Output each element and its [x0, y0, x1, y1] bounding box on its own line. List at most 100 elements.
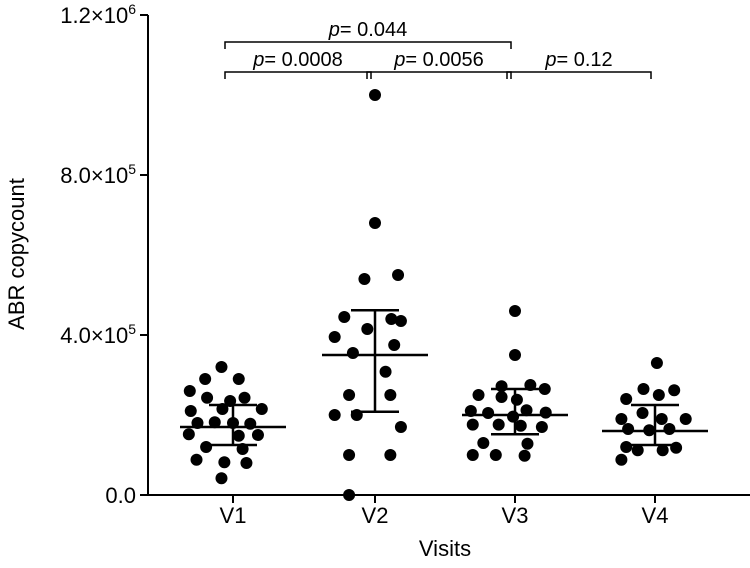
data-point	[346, 347, 359, 359]
data-point	[190, 453, 203, 466]
data-point	[251, 429, 264, 441]
x-tick-label: V2	[362, 503, 389, 528]
data-point	[232, 429, 245, 442]
data-point	[472, 389, 485, 401]
data-point	[208, 416, 221, 429]
data-point	[394, 315, 407, 327]
y-tick-label: 8.0×105	[60, 161, 136, 188]
y-tick-label: 0.0	[105, 483, 136, 508]
data-point	[328, 331, 341, 343]
data-point	[201, 391, 214, 404]
bracket-line	[506, 71, 652, 79]
data-point	[183, 385, 196, 397]
significance-bracket: p= 0.0008	[224, 49, 372, 79]
data-point	[521, 437, 534, 450]
significance-brackets: p= 0.0008 p= 0.0056 p= 0.12 p= 0.044	[224, 19, 652, 79]
p-value-label: p= 0.0008	[252, 49, 343, 71]
data-point	[394, 421, 407, 433]
data-point	[510, 393, 523, 406]
significance-bracket: p= 0.044	[224, 19, 512, 49]
data-point	[539, 406, 552, 419]
x-tick-label: V1	[220, 503, 247, 528]
data-point	[509, 305, 521, 317]
data-point	[509, 349, 521, 361]
data-point	[240, 457, 253, 469]
bracket-line	[366, 71, 512, 79]
y-tick-label: 1.2×106	[60, 1, 136, 28]
data-point	[631, 444, 644, 457]
data-point	[652, 389, 665, 401]
data-point	[655, 413, 668, 425]
data-point	[482, 407, 495, 419]
data-point	[495, 391, 508, 403]
data-point	[358, 273, 371, 285]
data-point	[238, 391, 251, 404]
data-point	[668, 384, 681, 397]
data-point	[514, 419, 527, 432]
data-point	[182, 428, 195, 441]
data-point	[232, 373, 245, 385]
x-tick-label: V4	[642, 503, 669, 528]
data-point	[392, 269, 405, 281]
data-point	[384, 389, 397, 401]
data-point	[520, 404, 533, 417]
data-point	[518, 449, 531, 462]
data-point	[670, 441, 683, 454]
data-point	[361, 323, 374, 335]
data-point	[384, 449, 397, 461]
data-point	[650, 357, 663, 369]
data-points	[182, 89, 692, 501]
data-point	[466, 449, 479, 461]
data-point	[615, 413, 628, 425]
data-point	[218, 456, 231, 469]
data-point	[215, 472, 228, 485]
data-point	[492, 418, 505, 431]
summary-bars	[180, 308, 708, 447]
data-point	[388, 339, 401, 351]
x-axis-title: Visits	[419, 536, 471, 561]
data-point	[622, 423, 635, 435]
data-point	[338, 311, 351, 323]
axes: 0.0 4.0×105 8.0×105 1.2×106 V1 V2 V3 V4	[60, 1, 750, 528]
data-point	[343, 389, 356, 401]
data-point	[636, 407, 649, 419]
data-point	[343, 489, 356, 501]
data-point	[507, 410, 520, 423]
significance-bracket: p= 0.0056	[366, 49, 512, 79]
data-point	[199, 373, 212, 385]
data-point	[477, 437, 490, 449]
data-point	[184, 405, 197, 417]
data-point	[215, 361, 228, 373]
data-point	[620, 441, 633, 453]
data-point	[466, 418, 479, 431]
data-point	[663, 423, 676, 435]
data-point	[200, 441, 213, 453]
p-value-label: p= 0.044	[328, 19, 407, 41]
bracket-line	[224, 41, 512, 49]
data-point	[369, 89, 381, 101]
data-point	[328, 409, 341, 421]
x-tick-label: V3	[502, 503, 529, 528]
data-point	[535, 421, 548, 433]
data-point	[343, 449, 356, 461]
data-point	[369, 217, 381, 229]
data-point	[489, 449, 502, 461]
data-point	[615, 453, 628, 466]
data-point	[255, 403, 268, 415]
data-point	[620, 393, 633, 405]
p-value-label: p= 0.12	[544, 49, 612, 71]
y-tick-label: 4.0×105	[60, 321, 136, 348]
y-axis-title: ABR copycount	[4, 178, 29, 330]
data-point	[637, 383, 650, 395]
bracket-line	[224, 71, 372, 79]
data-point	[385, 313, 398, 325]
data-point	[495, 380, 508, 393]
data-point	[379, 365, 392, 378]
data-point	[679, 413, 692, 425]
p-value-label: p= 0.0056	[393, 49, 484, 71]
significance-bracket: p= 0.12	[506, 49, 652, 79]
data-point	[538, 383, 551, 395]
data-point	[656, 444, 669, 457]
